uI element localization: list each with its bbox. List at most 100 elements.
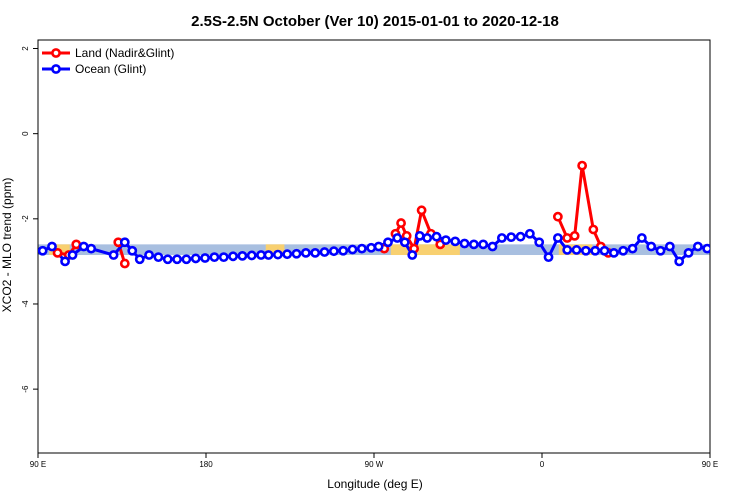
ocean-data-point: [237, 250, 248, 261]
land-data-point: [52, 247, 63, 258]
ocean-data-point: [153, 252, 164, 263]
ocean-data-point: [172, 254, 182, 265]
y-tick-label: 2: [21, 46, 30, 51]
chart-title: 2.5S-2.5N October (Ver 10) 2015-01-01 to…: [191, 13, 559, 30]
land-data-point: [396, 218, 406, 228]
ocean-data-point: [431, 231, 442, 242]
ocean-data-point: [608, 247, 619, 258]
ocean-data-point: [119, 237, 130, 248]
ocean-data-point: [134, 254, 145, 265]
ocean-data-point: [67, 250, 78, 260]
ocean-data-point: [144, 250, 154, 260]
land-data-point: [577, 160, 588, 171]
ocean-data-point: [108, 250, 119, 260]
y-tick-label: -6: [21, 385, 30, 393]
ocean-data-point: [618, 245, 629, 256]
ocean-data-point: [496, 233, 507, 243]
legend-label-ocean: Ocean (Glint): [75, 62, 146, 76]
ocean-data-point: [487, 241, 498, 252]
ocean-data-point: [399, 237, 410, 248]
legend-label-land: Land (Nadir&Glint): [75, 46, 174, 60]
ocean-data-point: [366, 242, 377, 253]
ocean-data-point: [478, 239, 489, 250]
ocean-data-point: [664, 241, 675, 252]
ocean-data-point: [200, 253, 210, 263]
ocean-data-point: [282, 249, 293, 260]
ocean-data-point: [590, 245, 601, 256]
plot-area: 90 E 180 90 W 0 90 E 2 0 -2 -4 -6 Land (Nadir&Glin…: [21, 39, 741, 469]
ocean-data-point: [407, 250, 418, 260]
ocean-data-point: [450, 236, 461, 247]
ocean-data-point: [190, 253, 201, 264]
ocean-data-point: [127, 245, 138, 256]
ocean-data-point: [373, 241, 384, 252]
ocean-data-point: [440, 235, 451, 246]
ocean-data-point: [246, 250, 257, 261]
land-data-point: [569, 230, 580, 241]
ocean-data-point: [162, 254, 173, 265]
ocean-data-point: [543, 252, 554, 263]
ocean-data-point: [47, 241, 57, 252]
background-band-land: [390, 244, 460, 256]
land-data-point: [71, 239, 82, 250]
ocean-data-point: [310, 247, 321, 258]
ocean-data-point: [300, 247, 311, 258]
ocean-data-point: [209, 252, 220, 263]
x-tick-label: 90 E: [702, 460, 718, 469]
series-group: [38, 160, 741, 269]
ocean-data-point: [468, 239, 479, 250]
ocean-data-point: [636, 233, 647, 243]
legend-marker-ocean: [51, 64, 61, 74]
x-axis-label: Longitude (deg E): [327, 477, 422, 491]
ocean-data-point: [291, 248, 302, 259]
ocean-data-point: [328, 246, 339, 257]
ocean-data-point: [414, 230, 425, 241]
ocean-data-point: [347, 244, 358, 255]
x-tick-label: 180: [199, 460, 213, 469]
land-series-line: [725, 253, 741, 255]
ocean-data-point: [580, 245, 591, 256]
ocean-data-point: [515, 231, 526, 242]
ocean-data-point: [599, 245, 610, 256]
ocean-data-point: [571, 245, 582, 255]
y-tick-label: -4: [21, 300, 30, 308]
ocean-data-point: [422, 233, 433, 243]
ocean-data-point: [38, 245, 48, 256]
land-data-point: [562, 233, 573, 243]
x-tick-label: 90 W: [365, 460, 384, 469]
ocean-data-point: [78, 241, 89, 252]
ocean-data-point: [627, 243, 638, 254]
ocean-data-point: [272, 249, 283, 260]
land-data-point: [588, 224, 599, 235]
ocean-data-point: [263, 250, 274, 260]
land-data-point: [552, 211, 563, 222]
ocean-data-point: [534, 237, 545, 248]
ocean-data-point: [655, 245, 666, 256]
ocean-data-point: [356, 243, 367, 254]
y-tick-label: 0: [21, 131, 30, 136]
ocean-data-point: [319, 247, 330, 257]
ocean-data-point: [524, 228, 535, 239]
y-tick-label: -2: [21, 215, 30, 223]
ocean-data-point: [702, 243, 710, 254]
y-axis-label: XCO2 - MLO trend (ppm): [0, 178, 14, 313]
ocean-data-point: [506, 232, 517, 243]
background-band-land: [265, 244, 285, 256]
ocean-data-point: [228, 251, 238, 262]
ocean-data-point: [86, 243, 97, 254]
ocean-data-point: [392, 233, 403, 243]
x-tick-label: 0: [540, 460, 545, 469]
ocean-data-point: [562, 245, 573, 255]
ocean-data-point: [181, 254, 192, 265]
ocean-data-point: [218, 252, 229, 263]
ocean-data-point: [60, 256, 70, 267]
land-data-point: [416, 205, 427, 216]
ocean-data-point: [383, 237, 393, 248]
land-data-point: [119, 258, 130, 269]
legend: Land (Nadir&Glint) Ocean (Glint): [42, 46, 174, 76]
ocean-data-point: [692, 241, 703, 252]
ocean-data-point: [256, 250, 266, 260]
ocean-data-point: [674, 256, 685, 267]
